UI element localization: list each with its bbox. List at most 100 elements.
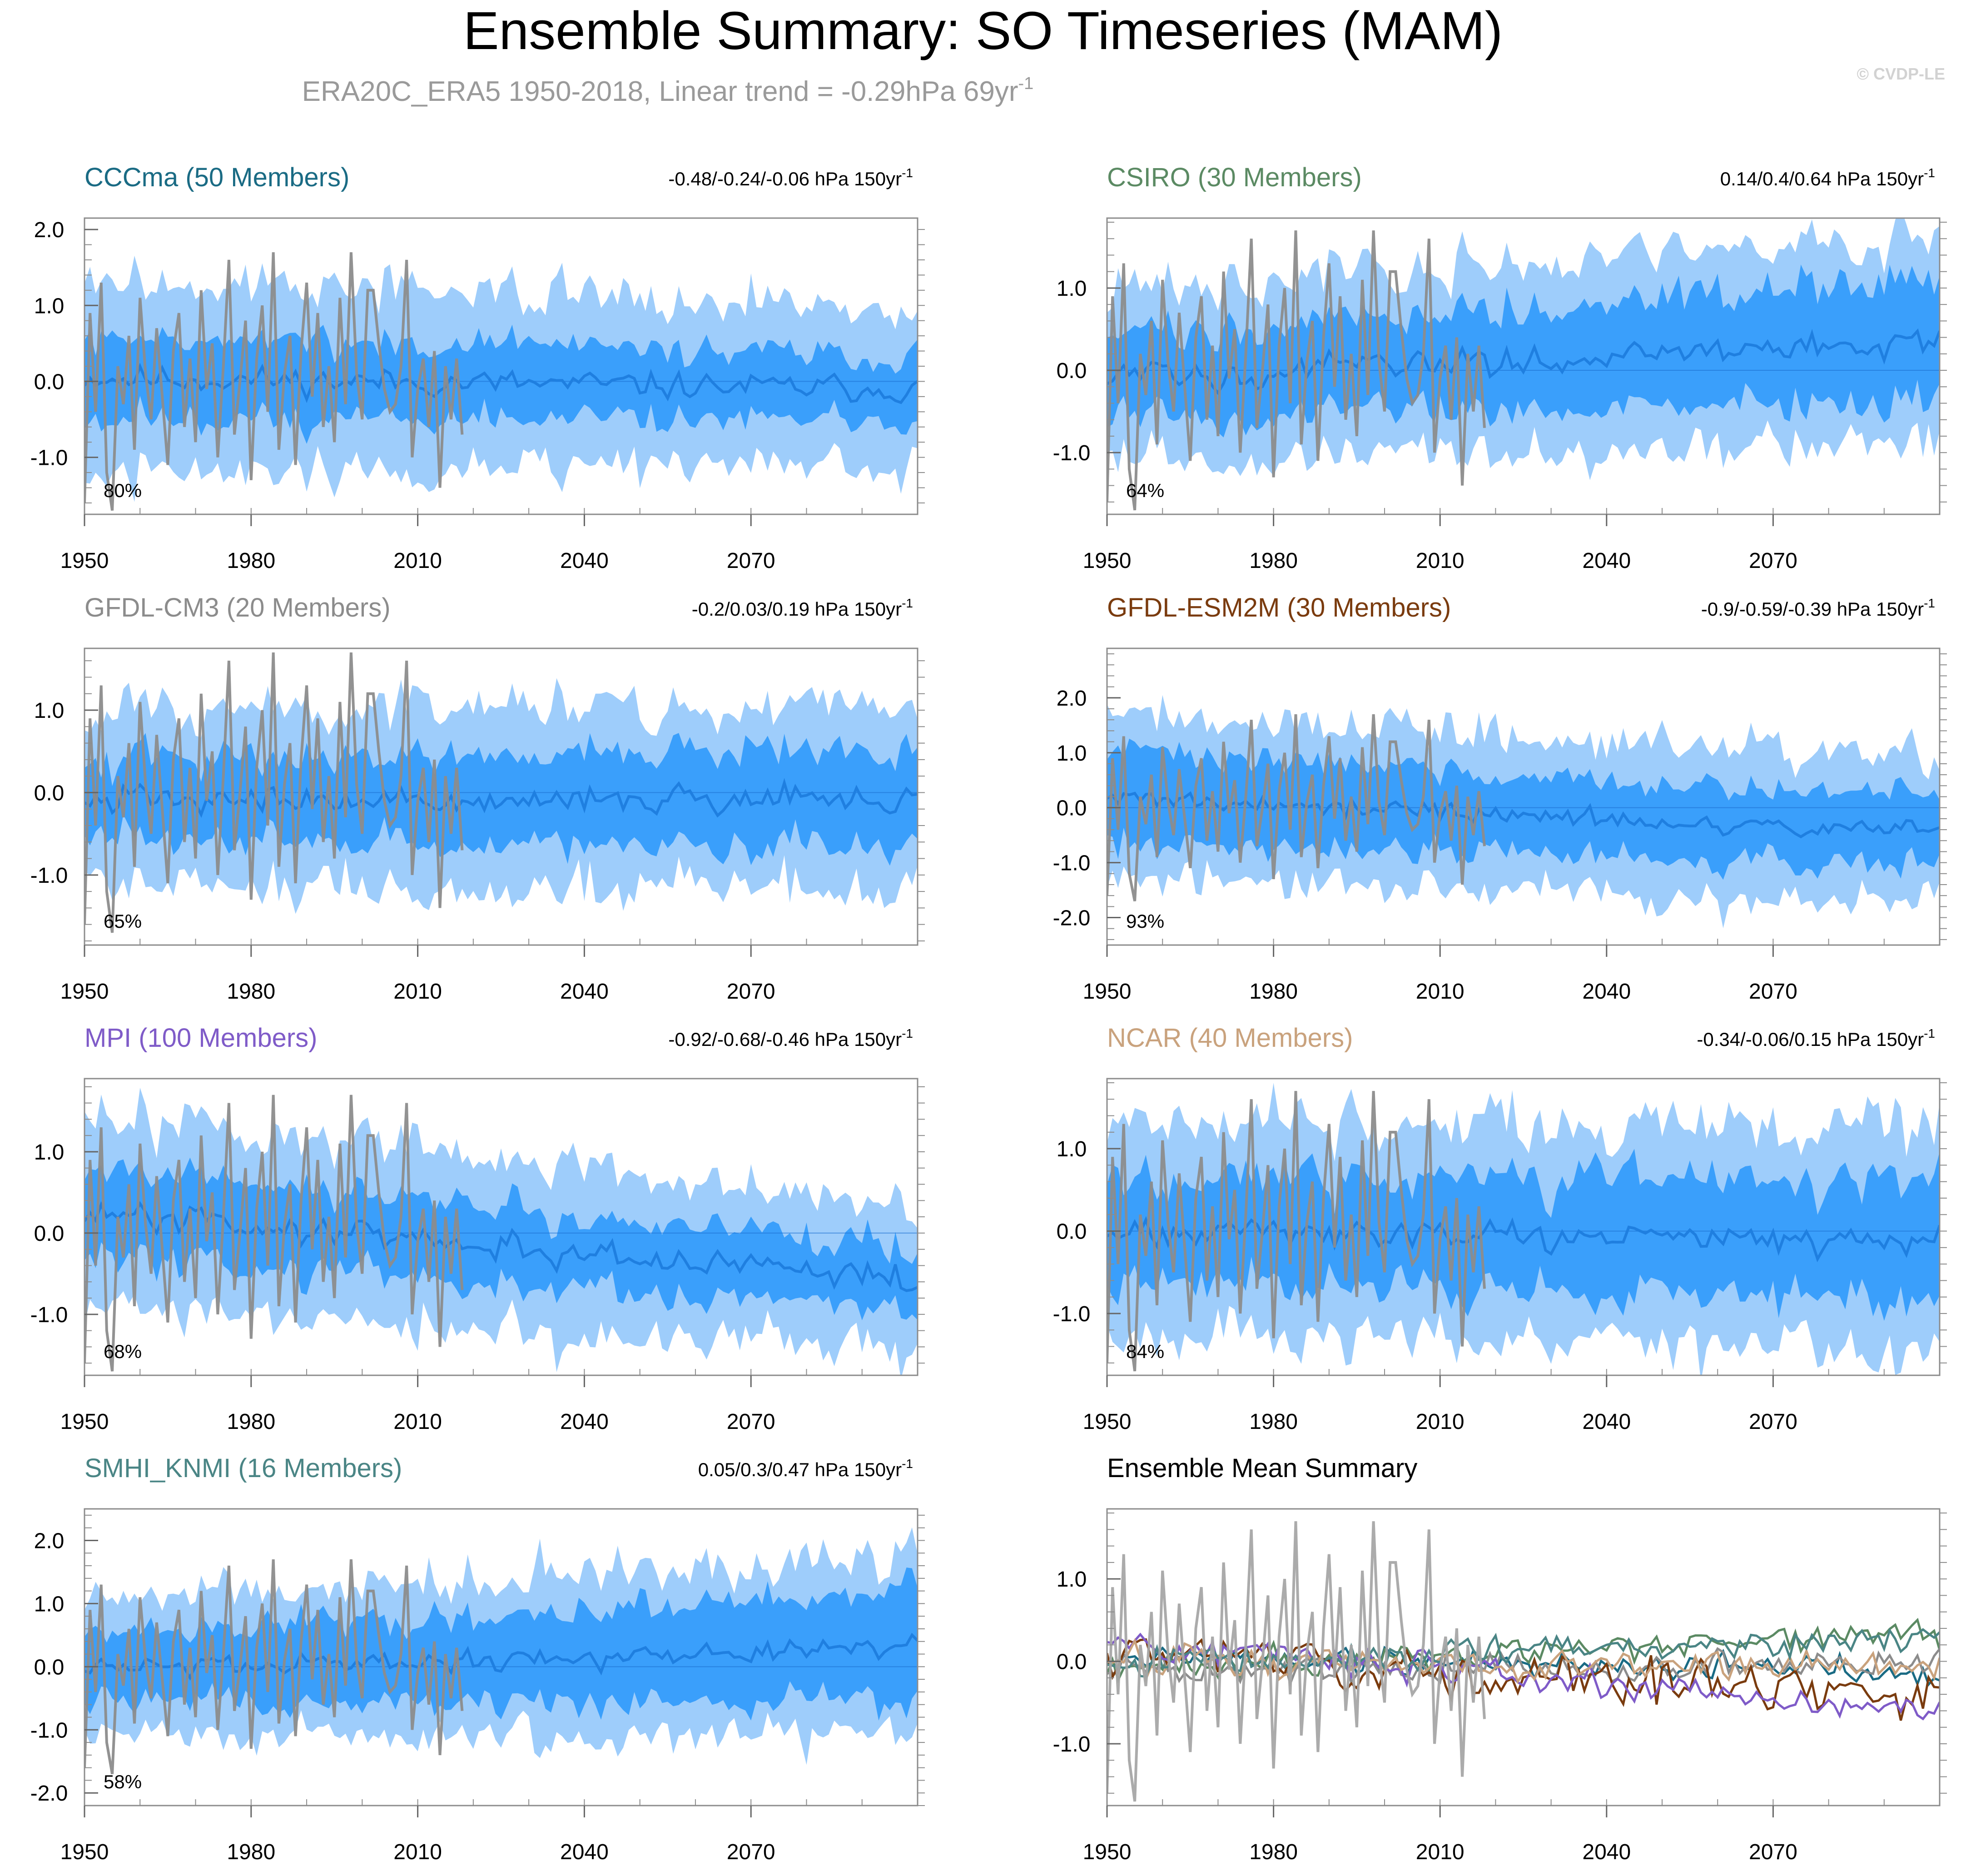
x-tick-label: 1980: [1249, 549, 1298, 573]
y-tick-label: 0.0: [1057, 1220, 1087, 1244]
observations-line: [1107, 1091, 1486, 1372]
observations-line: [1107, 714, 1486, 901]
x-tick-label: 1950: [1083, 980, 1132, 1004]
trend-label: -0.48/-0.24/-0.06 hPa 150yr-1: [668, 166, 913, 189]
y-tick-label: 0.0: [34, 370, 65, 394]
x-tick-label: 1950: [60, 1840, 109, 1864]
y-tick-label: 1.0: [1057, 277, 1087, 301]
y-tick-label: 0.0: [1057, 796, 1087, 821]
x-tick-label: 2040: [560, 1410, 609, 1434]
plot-area: [84, 652, 918, 933]
x-tick-label: 2070: [727, 1410, 775, 1434]
trend-label: -0.9/-0.59/-0.39 hPa 150yr-1: [1701, 596, 1935, 620]
observations-line: [1107, 1521, 1486, 1802]
figure-title: Ensemble Summary: SO Timeseries (MAM): [463, 1, 1503, 61]
plot-area: [84, 252, 918, 511]
panel-title: GFDL-ESM2M (30 Members): [1107, 593, 1451, 622]
x-tick-label: 2040: [1582, 1410, 1631, 1434]
percent-label: 64%: [1126, 480, 1164, 501]
plot-area: [1107, 1521, 1940, 1802]
x-tick-label: 1950: [60, 549, 109, 573]
y-tick-label: 1.0: [34, 1140, 65, 1164]
y-tick-label: 1.0: [1057, 1137, 1087, 1161]
percent-label: 65%: [104, 911, 142, 932]
plot-area: [84, 1527, 918, 1775]
trend-label: 0.05/0.3/0.47 hPa 150yr-1: [698, 1457, 913, 1480]
y-tick-label: 0.0: [1057, 1650, 1087, 1674]
plot-frame: [84, 647, 918, 946]
plot-area: [1107, 695, 1940, 928]
observations-line: [1107, 230, 1486, 511]
plot-area: [1107, 218, 1940, 511]
x-tick-label: 2070: [727, 1840, 775, 1864]
x-tick-label: 1950: [1083, 1410, 1132, 1434]
copyright-label: © CVDP-LE: [1857, 65, 1945, 83]
x-tick-label: 2040: [560, 980, 609, 1004]
y-tick-label: -2.0: [1053, 906, 1091, 931]
y-tick-label: 1.0: [34, 1592, 65, 1616]
panel-title: CSIRO (30 Members): [1107, 163, 1362, 192]
percent-label: 58%: [104, 1771, 142, 1792]
x-tick-label: 1950: [1083, 549, 1132, 573]
x-tick-label: 2070: [727, 549, 775, 573]
panel-title: GFDL-CM3 (20 Members): [84, 593, 391, 622]
x-tick-label: 1980: [227, 1410, 275, 1434]
x-tick-label: 2070: [1749, 549, 1797, 573]
plot-area: [84, 1088, 918, 1375]
x-tick-label: 2040: [560, 549, 609, 573]
panel-title: NCAR (40 Members): [1107, 1023, 1353, 1053]
x-tick-label: 2040: [1582, 980, 1631, 1004]
panel-gfdl-cm3: -1.0 0.0 1.0 1950 1980 2010 2040 2070 GFDL-CM3 (…: [30, 593, 925, 1004]
x-tick-label: 1980: [227, 1840, 275, 1864]
plot-frame: [84, 1078, 918, 1376]
y-tick-label: -1.0: [1053, 1732, 1091, 1757]
x-tick-label: 2010: [1416, 1410, 1465, 1434]
plot-frame: [84, 1508, 918, 1806]
x-tick-label: 2070: [1749, 1410, 1797, 1434]
x-tick-label: 2010: [1416, 980, 1465, 1004]
plot-frame: [1106, 1508, 1941, 1806]
x-tick-label: 1980: [1249, 1840, 1298, 1864]
x-tick-label: 2010: [1416, 1840, 1465, 1864]
x-tick-label: 2010: [393, 1840, 442, 1864]
observations-line: [84, 1559, 464, 1775]
trend-label: -0.2/0.03/0.19 hPa 150yr-1: [692, 596, 913, 620]
panel-smhi-knmi: -2.0 -1.0 0.0 1.0 2.0 1950 1980 2010 2040 2070 SMH…: [30, 1453, 925, 1864]
x-tick-label: 2010: [1416, 549, 1465, 573]
y-tick-label: 2.0: [1057, 687, 1087, 711]
x-tick-label: 2010: [393, 549, 442, 573]
panel-gfdl-esm2m: -2.0 -1.0 0.0 1.0 2.0 1950 1980 2010 2040 2070 GFD…: [1053, 593, 1947, 1004]
x-tick-label: 2040: [1582, 1840, 1631, 1864]
panel-title: CCCma (50 Members): [84, 163, 349, 192]
x-tick-label: 2070: [727, 980, 775, 1004]
x-tick-label: 1980: [1249, 980, 1298, 1004]
observations-line: [84, 252, 464, 511]
y-tick-label: 1.0: [1057, 741, 1087, 766]
percent-label: 80%: [104, 480, 142, 501]
y-tick-label: 0.0: [34, 781, 65, 805]
plot-area: [1107, 1083, 1940, 1375]
x-tick-label: 1950: [1083, 1840, 1132, 1864]
y-tick-label: -1.0: [30, 1718, 68, 1742]
y-tick-label: 2.0: [34, 218, 65, 242]
x-tick-label: 2010: [393, 980, 442, 1004]
y-tick-label: -1.0: [30, 864, 68, 888]
x-tick-label: 1950: [60, 1410, 109, 1434]
x-tick-label: 2070: [1749, 1840, 1797, 1864]
y-tick-label: -1.0: [1053, 441, 1091, 465]
observations-line: [84, 652, 464, 933]
x-tick-label: 1950: [60, 980, 109, 1004]
y-tick-label: -1.0: [30, 446, 68, 470]
ensemble-mean-line: [1107, 328, 1940, 396]
ensemble-spread-inner-band: [1107, 738, 1940, 880]
trend-label: -0.34/-0.06/0.15 hPa 150yr-1: [1697, 1026, 1935, 1050]
observations-line: [84, 1095, 464, 1372]
percent-label: 84%: [1126, 1341, 1164, 1362]
y-tick-label: 2.0: [34, 1529, 65, 1553]
y-tick-label: -1.0: [1053, 851, 1091, 876]
panel-title: MPI (100 Members): [84, 1023, 317, 1053]
x-tick-label: 1980: [227, 549, 275, 573]
percent-label: 68%: [104, 1341, 142, 1362]
y-tick-label: -2.0: [30, 1781, 68, 1806]
